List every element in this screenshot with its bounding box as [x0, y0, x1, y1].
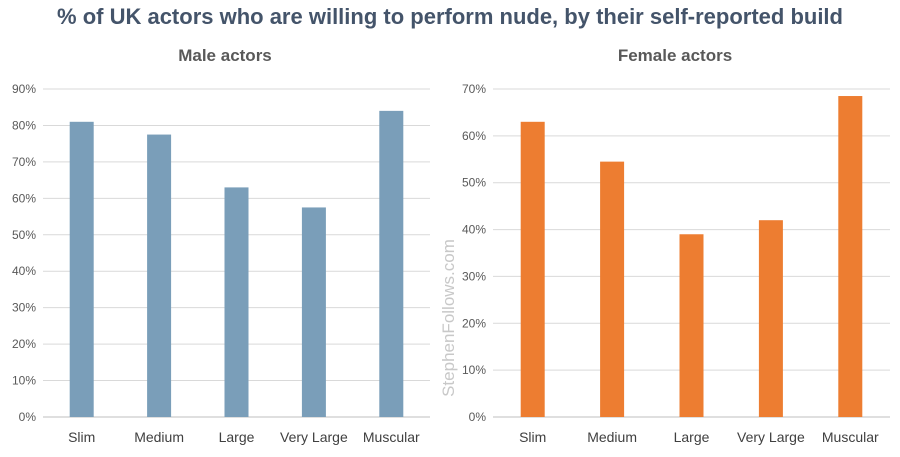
female-y-tick-label: 60%	[462, 129, 486, 143]
male-x-category-label: Large	[219, 429, 255, 445]
male-actors-chart: Male actors 0% 10% 20% 30% 40% 50% 60% 70% 80% 90%…	[12, 46, 430, 445]
female-y-tick-label: 70%	[462, 82, 486, 96]
male-chart-title: Male actors	[178, 46, 272, 65]
male-y-tick-label: 60%	[12, 191, 36, 205]
female-chart-title: Female actors	[618, 46, 732, 65]
male-bar-slim	[69, 121, 94, 418]
male-bar-medium	[147, 134, 172, 418]
female-actors-chart: Female actors 0% 10% 20% 30% 40% 50% 60% 70% Slim…	[462, 46, 890, 445]
male-y-tick-label: 10%	[12, 374, 36, 388]
female-x-category-label: Large	[674, 429, 710, 445]
female-x-category-label: Medium	[587, 429, 637, 445]
female-y-tick-label: 50%	[462, 176, 486, 190]
female-bar-medium	[600, 161, 625, 417]
female-y-tick-label: 20%	[462, 316, 486, 330]
female-y-tick-label: 40%	[462, 223, 486, 237]
male-y-tick-label: 30%	[12, 301, 36, 315]
chart-main-title: % of UK actors who are willing to perfor…	[57, 4, 843, 29]
female-y-tick-label: 0%	[469, 410, 487, 424]
male-x-category-label: Medium	[134, 429, 184, 445]
female-x-category-label: Slim	[519, 429, 546, 445]
female-x-category-label: Very Large	[737, 429, 805, 445]
male-x-category-label: Very Large	[280, 429, 348, 445]
female-bar-large	[679, 234, 704, 417]
female-bar-muscular	[838, 96, 863, 418]
male-bar-muscular	[379, 110, 404, 417]
male-y-tick-label: 20%	[12, 337, 36, 351]
watermark-text: StephenFollows.com	[439, 239, 458, 397]
female-bar-very-large	[758, 220, 783, 417]
male-bar-large	[224, 187, 249, 417]
female-bar-slim	[520, 121, 545, 418]
female-y-tick-label: 30%	[462, 269, 486, 283]
male-y-tick-label: 80%	[12, 118, 36, 132]
male-y-tick-label: 70%	[12, 155, 36, 169]
male-x-category-label: Muscular	[363, 429, 420, 445]
male-y-tick-label: 40%	[12, 264, 36, 278]
female-x-category-label: Muscular	[822, 429, 879, 445]
male-y-tick-label: 90%	[12, 82, 36, 96]
male-x-category-label: Slim	[68, 429, 95, 445]
male-y-tick-label: 50%	[12, 228, 36, 242]
female-y-tick-label: 10%	[462, 363, 486, 377]
male-bar-very-large	[301, 207, 326, 417]
male-y-tick-label: 0%	[19, 410, 37, 424]
